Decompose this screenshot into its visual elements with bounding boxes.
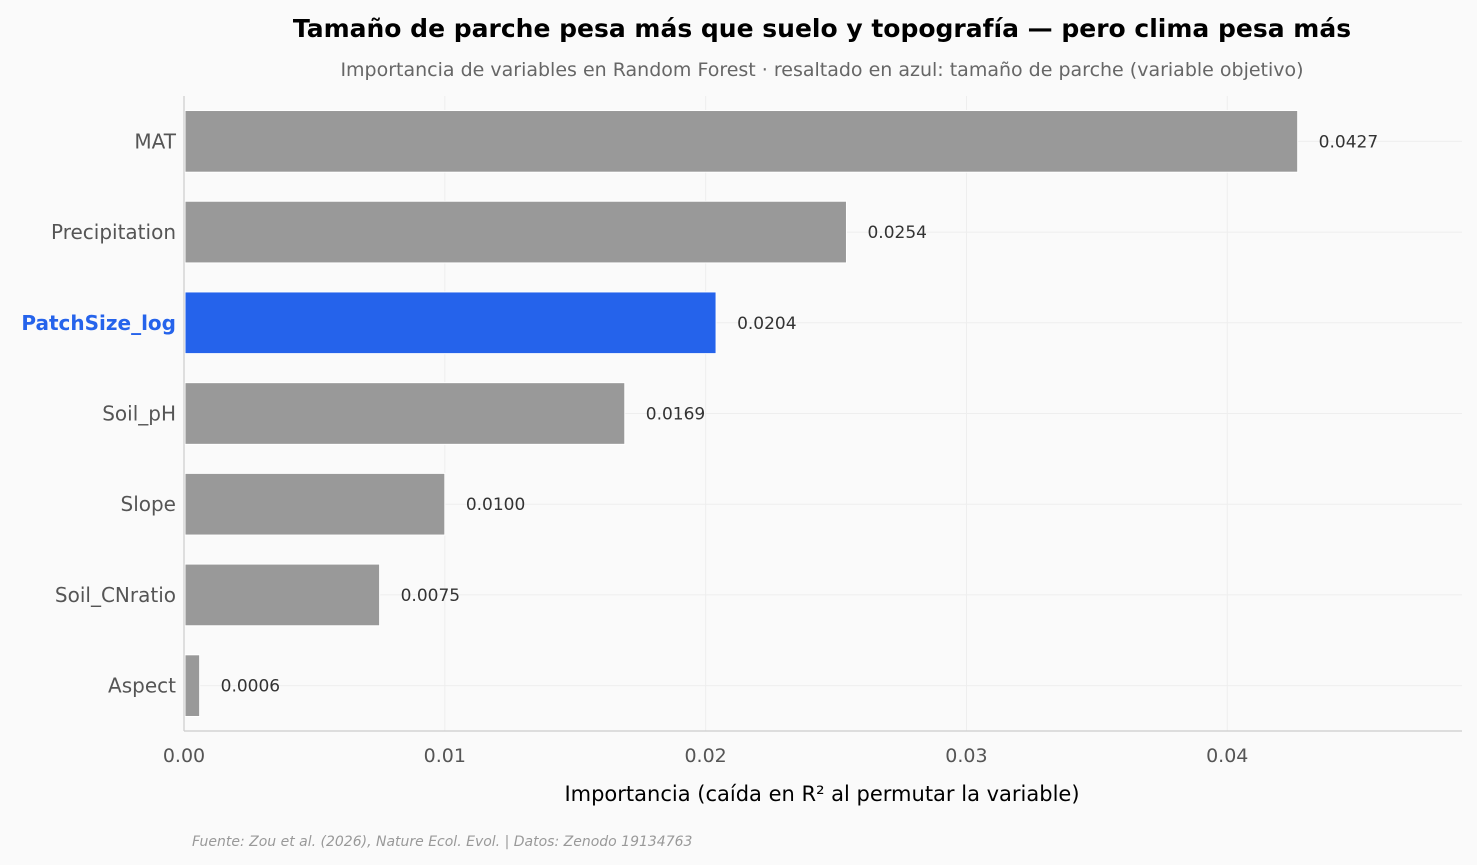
x-axis-label: Importancia (caída en R² al permutar la … [564,782,1079,806]
chart-title: Tamaño de parche pesa más que suelo y to… [293,14,1351,43]
bar-soil-ph [184,382,626,445]
x-tick-label: 0.04 [1206,745,1248,767]
value-label: 0.0169 [646,405,705,425]
bar-patchsize-log [184,291,717,355]
category-labels: MAT Precipitation PatchSize_log Soil_pH Slop… [21,129,176,697]
category-label: Soil_CNratio [55,583,176,607]
value-label: 0.0100 [466,495,525,515]
category-label: PatchSize_log [21,311,176,335]
bar-soil-cnratio [184,563,381,627]
x-tick-label: 0.01 [424,745,466,767]
value-label: 0.0204 [737,314,796,334]
value-label: 0.0254 [867,223,926,243]
bar-precipitation [184,200,847,264]
source-note: Fuente: Zou et al. (2026), Nature Ecol. … [192,834,692,850]
value-label: 0.0006 [221,677,280,697]
bar-mat [184,110,1299,173]
x-tick-label: 0.03 [945,745,987,767]
value-label: 0.0075 [401,586,460,606]
category-label: MAT [134,129,176,153]
category-label: Soil_pH [102,402,176,426]
category-label: Slope [121,492,177,516]
bar-aspect [184,654,201,717]
chart-subtitle: Importancia de variables en Random Fores… [340,59,1303,81]
x-tick-labels: 0.00 0.01 0.02 0.03 0.04 [163,745,1249,767]
value-labels: 0.0427 0.0254 0.0204 0.0169 0.0100 0.0075 0.00… [221,132,1379,696]
x-tick-label: 0.02 [684,745,726,767]
x-tick-label: 0.00 [163,745,205,767]
bar-slope [184,472,446,536]
category-label: Aspect [108,674,176,698]
value-label: 0.0427 [1319,132,1378,152]
category-label: Precipitation [51,220,176,244]
bars [184,110,1299,717]
